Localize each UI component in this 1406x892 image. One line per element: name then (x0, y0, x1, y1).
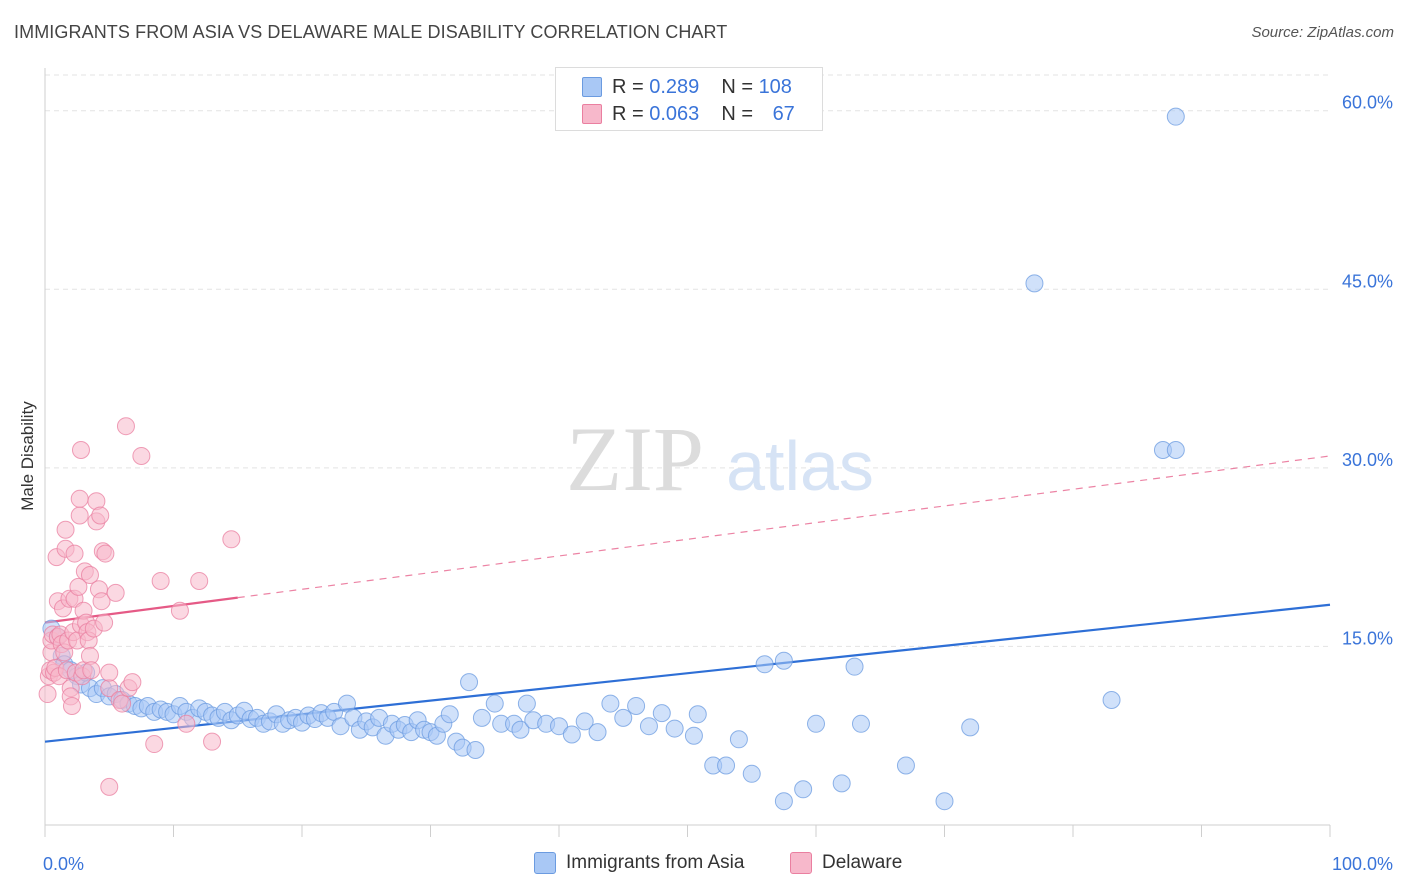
point-delaware (69, 577, 88, 596)
series-swatch-asia (534, 852, 556, 874)
point-delaware (82, 661, 101, 680)
point-asia (851, 714, 870, 733)
point-delaware (65, 544, 84, 563)
point-delaware (106, 583, 125, 602)
point-delaware (92, 592, 111, 611)
series-label-asia: Immigrants from Asia (566, 852, 745, 873)
point-delaware (38, 685, 57, 704)
legend-r-value: 0.289 (649, 76, 700, 98)
point-asia (511, 720, 530, 739)
x-tick-label: 0.0% (43, 854, 84, 874)
point-asia (588, 723, 607, 742)
point-asia (755, 655, 774, 674)
legend-r-label: R = (612, 76, 650, 98)
point-delaware (132, 446, 151, 465)
point-delaware (145, 735, 164, 754)
point-asia (688, 705, 707, 724)
point-asia (652, 704, 671, 723)
y-tick-label: 60.0% (1342, 93, 1393, 113)
legend-n-value: 108 (758, 76, 792, 98)
trend-line-delaware-dashed (237, 455, 1331, 599)
point-delaware (56, 520, 75, 539)
point-delaware (113, 694, 132, 713)
point-asia (639, 717, 658, 736)
point-delaware (100, 777, 119, 796)
legend-n-label: N = (721, 76, 759, 98)
point-asia (460, 673, 479, 692)
gridlines (45, 74, 1330, 647)
point-asia (575, 712, 594, 731)
point-asia (896, 756, 915, 775)
legend-swatch-asia (582, 77, 602, 97)
point-delaware (116, 417, 135, 436)
tick-labels: 15.0% 30.0% 45.0% 60.0% 0.0% 100.0% (43, 93, 1393, 874)
y-tick-label: 45.0% (1342, 271, 1393, 291)
watermark-atlas: atlas (726, 427, 874, 505)
point-delaware (190, 571, 209, 590)
y-tick-label: 15.0% (1342, 628, 1393, 648)
point-asia (794, 780, 813, 799)
point-asia (550, 717, 568, 736)
point-asia (1166, 441, 1185, 459)
point-asia (845, 657, 864, 676)
point-asia (774, 792, 793, 811)
point-asia (331, 717, 350, 736)
point-delaware (70, 506, 89, 525)
point-asia (717, 756, 736, 775)
point-delaware (123, 673, 142, 692)
x-tick-label: 100.0% (1332, 854, 1393, 874)
data-points (38, 107, 1185, 811)
point-delaware (222, 530, 241, 549)
point-delaware (151, 571, 170, 590)
series-delaware-points (38, 417, 241, 796)
watermark-zip: ZIP (566, 408, 704, 510)
point-asia (729, 730, 748, 749)
point-asia (601, 694, 620, 713)
legend-swatch-delaware (582, 104, 602, 124)
point-asia (517, 694, 536, 713)
point-asia (1025, 274, 1044, 293)
point-asia (1166, 107, 1185, 126)
legend-r-value: 0.063 (649, 103, 700, 125)
legend-n-label: N = (721, 103, 759, 125)
y-tick-label: 30.0% (1342, 450, 1393, 470)
point-asia (472, 708, 491, 727)
point-asia (1102, 691, 1121, 709)
chart-title: IMMIGRANTS FROM ASIA VS DELAWARE MALE DI… (14, 22, 728, 42)
point-delaware (203, 732, 222, 751)
point-delaware (62, 696, 81, 715)
point-asia (665, 719, 684, 738)
point-delaware (91, 506, 110, 525)
series-swatch-delaware (790, 852, 812, 874)
source-credit: Source: ZipAtlas.com (1251, 24, 1394, 41)
series-label-delaware: Delaware (822, 852, 903, 873)
point-asia (627, 696, 646, 715)
point-asia (684, 726, 703, 745)
legend-n-value: 67 (772, 103, 795, 125)
point-delaware (177, 714, 196, 733)
point-asia (440, 705, 459, 724)
point-delaware (100, 663, 119, 682)
point-asia (485, 694, 504, 713)
point-delaware (170, 601, 189, 620)
point-asia (466, 741, 485, 759)
point-delaware (95, 613, 114, 632)
point-asia (832, 774, 851, 793)
point-asia (807, 714, 825, 733)
point-asia (614, 708, 633, 727)
point-delaware (80, 566, 99, 584)
point-asia (774, 651, 793, 670)
point-asia (742, 764, 761, 783)
point-delaware (71, 441, 90, 459)
legend-r-label: R = (612, 103, 650, 125)
correlation-legend: R = 0.289 N = 108 R = 0.063 N = 67 (555, 67, 823, 131)
point-delaware (70, 489, 89, 508)
point-delaware (96, 544, 115, 563)
point-asia (562, 725, 581, 744)
watermark: ZIP atlas (566, 408, 874, 510)
point-asia (935, 792, 954, 811)
point-asia (961, 718, 980, 737)
